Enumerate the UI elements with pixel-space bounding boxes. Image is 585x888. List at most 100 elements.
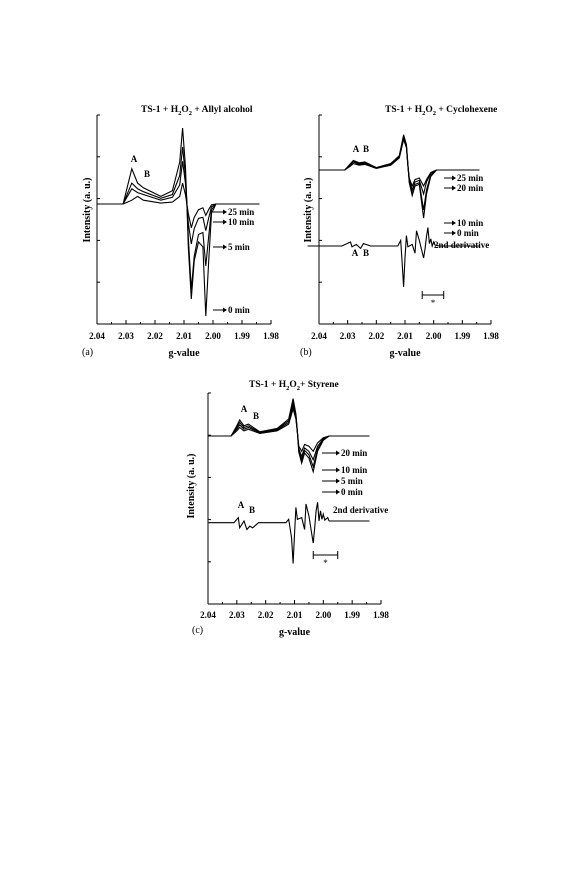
y-axis-label: Intensity (a. u.) bbox=[186, 453, 197, 518]
panel-label: (c) bbox=[192, 625, 203, 636]
derivative-peak-label: A bbox=[352, 248, 359, 258]
chart-title: TS-1 + H2O2 + Allyl alcohol bbox=[141, 105, 253, 117]
x-tick-label: 2.04 bbox=[311, 331, 327, 341]
series-label: 25 min bbox=[457, 173, 483, 183]
bracket-label: * bbox=[323, 558, 328, 568]
series-label: 5 min bbox=[341, 476, 363, 486]
arrow-head bbox=[452, 230, 456, 236]
bracket-label: * bbox=[431, 298, 436, 308]
arrow-head bbox=[452, 185, 456, 191]
series-line-20-min bbox=[319, 136, 480, 197]
arrow-head bbox=[223, 209, 227, 215]
arrow-head bbox=[452, 220, 456, 226]
chart-panel-c: 2.04 2.03 2.02 2.01 2.00 1.99 1.98 g-value Inten… bbox=[186, 380, 389, 638]
x-tick-label: 1.99 bbox=[234, 331, 250, 341]
x-tick-label: 2.03 bbox=[340, 331, 356, 341]
x-tick-label: 2.03 bbox=[229, 610, 245, 620]
chart-panel-a: 2.04 2.03 2.02 2.01 2.00 1.99 1.98 g-value Inten… bbox=[82, 105, 279, 359]
x-tick-label: 2.01 bbox=[397, 331, 413, 341]
x-tick-label: 1.98 bbox=[483, 331, 499, 341]
chart-title: TS-1 + H2O2+ Styrene bbox=[249, 380, 339, 392]
series-label: 5 min bbox=[228, 242, 250, 252]
series-label: 20 min bbox=[457, 183, 483, 193]
panel-label: (a) bbox=[82, 347, 93, 358]
peak-label: B bbox=[253, 411, 259, 421]
derivative-label: 2nd derivative bbox=[434, 240, 489, 250]
series-line-10-min bbox=[319, 134, 480, 211]
chart-title-part: TS-1 + H bbox=[141, 105, 179, 115]
x-tick-label: 1.99 bbox=[454, 331, 470, 341]
chart-title-part: 2 bbox=[286, 385, 289, 392]
y-axis-label: Intensity (a. u.) bbox=[303, 177, 314, 242]
x-tick-label: 2.04 bbox=[89, 331, 105, 341]
series-label: 0 min bbox=[457, 228, 479, 238]
derivative-label: 2nd derivative bbox=[333, 505, 388, 515]
arrow-head bbox=[336, 467, 340, 473]
panel-label: (b) bbox=[300, 347, 312, 358]
peak-label: A bbox=[241, 404, 248, 414]
y-axis-label: Intensity (a. u.) bbox=[82, 177, 93, 242]
x-tick-label: 2.02 bbox=[147, 331, 163, 341]
x-tick-label: 1.98 bbox=[373, 610, 389, 620]
x-axis-label: g-value bbox=[279, 627, 311, 638]
series-label: 10 min bbox=[228, 217, 254, 227]
arrow-head bbox=[336, 478, 340, 484]
peak-label: A bbox=[131, 154, 138, 164]
series-line-20-min bbox=[208, 406, 370, 453]
x-tick-label: 2.00 bbox=[315, 610, 331, 620]
chart-title: TS-1 + H2O2 + Cyclohexene bbox=[385, 105, 497, 117]
arrow-head bbox=[223, 307, 227, 313]
chart-title-part: O bbox=[289, 380, 296, 390]
series-label: 20 min bbox=[341, 448, 367, 458]
arrow-head bbox=[452, 175, 456, 181]
chart-title-part: 2 bbox=[178, 110, 181, 117]
series-line-0-min bbox=[97, 127, 260, 317]
peak-label: B bbox=[363, 144, 369, 154]
arrow-head bbox=[223, 244, 227, 250]
peak-label: A bbox=[353, 144, 360, 154]
series-label: 10 min bbox=[341, 465, 367, 475]
arrow-head bbox=[336, 450, 340, 456]
x-tick-label: 1.99 bbox=[344, 610, 360, 620]
chart-title-part: 2 bbox=[189, 110, 192, 117]
x-tick-label: 2.00 bbox=[205, 331, 221, 341]
derivative-peak-label: B bbox=[363, 248, 369, 258]
chart-title-part: 2 bbox=[297, 385, 300, 392]
x-tick-label: 2.02 bbox=[258, 610, 274, 620]
peak-label: B bbox=[144, 169, 150, 179]
arrow-head bbox=[223, 219, 227, 225]
series-label: 25 min bbox=[228, 207, 254, 217]
derivative-peak-label: B bbox=[249, 505, 255, 515]
x-tick-label: 2.03 bbox=[118, 331, 134, 341]
series-line-2nd-derivative bbox=[208, 502, 370, 564]
series-line-25-min bbox=[319, 137, 480, 188]
chart-panel-b: 2.04 2.03 2.02 2.01 2.00 1.99 1.98 g-value Inten… bbox=[300, 105, 499, 359]
chart-title-part: 2 bbox=[433, 110, 436, 117]
x-tick-label: 2.00 bbox=[426, 331, 442, 341]
chart-title-part: + Styrene bbox=[300, 380, 339, 390]
chart-title-part: O bbox=[425, 105, 432, 115]
derivative-peak-label: A bbox=[238, 500, 245, 510]
chart-title-part: + Allyl alcohol bbox=[192, 105, 253, 115]
series-label: 0 min bbox=[341, 487, 363, 497]
series-line-0-min bbox=[319, 134, 480, 219]
x-tick-label: 2.04 bbox=[200, 610, 216, 620]
series-line-2nd-derivative bbox=[307, 227, 480, 287]
series-label: 10 min bbox=[457, 218, 483, 228]
x-tick-label: 2.01 bbox=[287, 610, 303, 620]
series-label: 0 min bbox=[228, 305, 250, 315]
chart-title-part: O bbox=[181, 105, 188, 115]
chart-title-part: TS-1 + H bbox=[385, 105, 423, 115]
chart-title-part: + Cyclohexene bbox=[436, 105, 497, 115]
chart-title-part: 2 bbox=[422, 110, 425, 117]
x-tick-label: 1.98 bbox=[263, 331, 279, 341]
chart-title-part: TS-1 + H bbox=[249, 380, 287, 390]
series-line-0-min bbox=[208, 398, 370, 474]
x-axis-label: g-value bbox=[389, 348, 421, 359]
arrow-head bbox=[336, 489, 340, 495]
x-axis-label: g-value bbox=[168, 348, 200, 359]
x-tick-label: 2.02 bbox=[368, 331, 384, 341]
x-tick-label: 2.01 bbox=[176, 331, 192, 341]
series-line-10-min bbox=[97, 161, 260, 245]
